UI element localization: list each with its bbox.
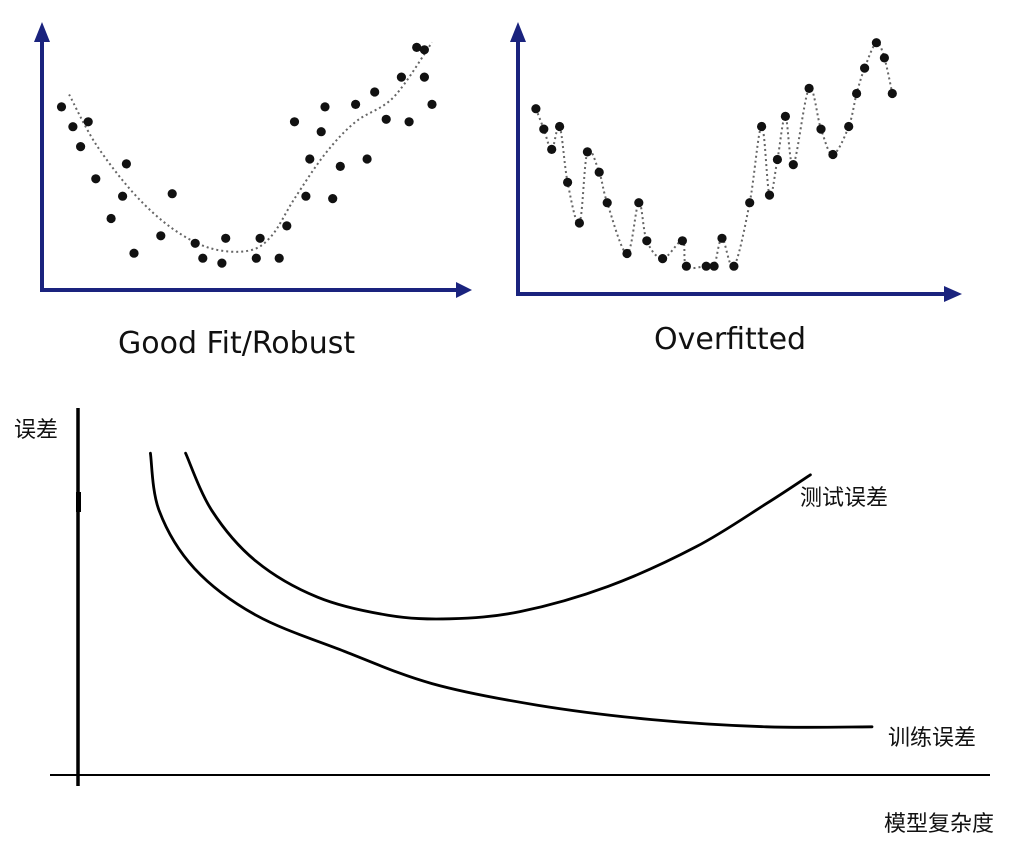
- overfitted-data-point-20: [757, 121, 767, 132]
- overfitted-data-point-3: [555, 121, 565, 132]
- overfitted-data-point-0: [531, 104, 541, 114]
- train-error-curve: [149, 451, 874, 729]
- overfitted-data-point-33: [887, 88, 897, 99]
- good-fit-panel: [34, 22, 472, 298]
- good-fit-data-point-14: [221, 233, 231, 243]
- good-fit-data-point-2: [76, 142, 86, 152]
- good-fit-data-point-28: [370, 87, 380, 97]
- overfitted-data-point-10: [634, 198, 644, 208]
- error-y-axis-label: 误差: [14, 418, 59, 443]
- overfitted-data-point-22: [772, 154, 783, 165]
- overfitted-data-point-6: [582, 147, 593, 157]
- overfitted-data-point-21: [764, 190, 775, 200]
- overfitted-data-point-27: [828, 149, 838, 160]
- overfitted-data-point-24: [788, 160, 798, 170]
- overfitted-data-point-23: [780, 111, 791, 121]
- overfitted-data-point-7: [594, 167, 604, 177]
- good-fit-data-point-25: [335, 161, 345, 171]
- good-fit-data-point-7: [121, 159, 131, 169]
- overfitted-data-point-9: [622, 248, 632, 259]
- good-fit-data-point-19: [289, 117, 300, 127]
- good-fit-data-point-22: [316, 127, 326, 137]
- overfitted-title: Overfitted: [654, 322, 807, 357]
- overfitted-data-point-31: [871, 38, 882, 48]
- overfitted-data-point-32: [879, 53, 890, 63]
- overfitted-data-point-12: [658, 254, 668, 264]
- good-fit-data-point-24: [328, 194, 338, 204]
- good-fit-data-point-27: [362, 154, 372, 164]
- good-fit-x-axis-arrow: [456, 282, 472, 298]
- good-fit-data-point-20: [301, 191, 311, 201]
- good-fit-data-point-32: [412, 42, 422, 53]
- good-fit-data-point-23: [320, 102, 330, 112]
- good-fit-data-point-35: [427, 99, 437, 109]
- good-fit-data-point-18: [282, 221, 292, 231]
- good-fit-data-point-33: [419, 72, 429, 82]
- good-fit-data-point-21: [305, 154, 315, 164]
- overfitted-data-point-14: [681, 261, 692, 271]
- overfitted-panel: [510, 22, 962, 302]
- good-fit-data-point-13: [217, 258, 227, 268]
- good-fit-data-point-12: [198, 253, 208, 263]
- good-fit-data-point-15: [255, 233, 265, 243]
- overfitted-x-axis-arrow: [944, 286, 962, 302]
- good-fit-data-point-11: [190, 238, 200, 248]
- overfitted-y-axis-arrow: [510, 22, 526, 42]
- test-error-curve: [184, 451, 812, 621]
- overfitted-data-point-13: [677, 236, 688, 246]
- error-x-axis-label: 模型复杂度: [884, 812, 995, 837]
- good-fit-data-point-8: [129, 248, 139, 258]
- good-fit-fit-line: [68, 41, 433, 253]
- good-fit-data-point-34: [419, 45, 429, 55]
- overfitted-data-point-30: [860, 63, 870, 73]
- good-fit-data-point-9: [156, 231, 166, 241]
- overfitted-data-point-18: [729, 261, 739, 271]
- overfitted-data-point-29: [852, 88, 862, 99]
- overfitted-data-point-4: [563, 177, 573, 187]
- overfitted-data-point-26: [816, 124, 826, 134]
- good-fit-data-point-5: [106, 213, 116, 224]
- good-fit-data-point-26: [351, 99, 361, 109]
- overfitted-data-point-1: [539, 124, 549, 134]
- test-error-series-label: 测试误差: [800, 486, 889, 511]
- good-fit-data-point-29: [381, 114, 391, 124]
- overfitted-data-point-11: [642, 236, 652, 246]
- error-y-axis-notch: [76, 492, 81, 512]
- good-fit-y-axis-arrow: [34, 22, 50, 42]
- overfitted-data-point-16: [709, 261, 719, 271]
- good-fit-data-point-30: [396, 72, 406, 82]
- overfitted-data-point-28: [844, 121, 854, 132]
- train-error-series-label: 训练误差: [888, 726, 977, 751]
- good-fit-data-point-6: [118, 191, 128, 201]
- overfitted-data-point-2: [547, 144, 557, 154]
- good-fit-data-point-31: [404, 117, 414, 127]
- good-fit-data-point-1: [68, 122, 78, 132]
- good-fit-data-point-10: [167, 189, 177, 199]
- good-fit-data-point-4: [91, 174, 101, 184]
- error-curve-panel: [50, 408, 990, 786]
- good-fit-data-point-0: [56, 102, 67, 112]
- overfitted-data-point-25: [804, 83, 814, 93]
- overfitted-data-point-5: [574, 218, 585, 228]
- good-fit-data-point-3: [83, 117, 93, 127]
- overfitted-data-point-15: [701, 261, 711, 271]
- overfitted-data-point-8: [602, 198, 612, 208]
- overfitted-data-point-17: [717, 233, 727, 243]
- overfitted-data-point-19: [745, 198, 755, 208]
- good-fit-data-point-16: [251, 253, 261, 263]
- good-fit-data-point-17: [274, 253, 284, 263]
- good-fit-title: Good Fit/Robust: [118, 326, 356, 361]
